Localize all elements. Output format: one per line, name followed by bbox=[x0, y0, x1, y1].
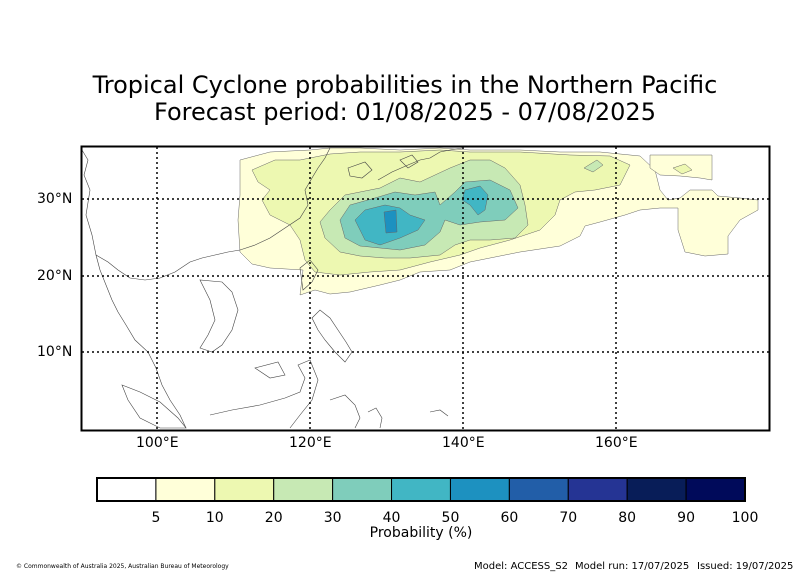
colorbar-tick-label: 10 bbox=[205, 510, 224, 526]
model-run-date: Model run: 17/07/2025 bbox=[575, 561, 690, 572]
lat-label-30n: 30°N bbox=[37, 191, 73, 207]
lon-label-140e: 140°E bbox=[442, 435, 485, 451]
gridlines bbox=[82, 147, 769, 430]
colorbar bbox=[96, 477, 746, 502]
lon-label-100e: 100°E bbox=[136, 435, 179, 451]
colorbar-swatch bbox=[449, 477, 510, 502]
colorbar-swatch bbox=[685, 477, 746, 502]
colorbar-swatch bbox=[214, 477, 275, 502]
colorbar-tick-label: 80 bbox=[618, 510, 637, 526]
contour-40-50-east bbox=[461, 185, 489, 216]
issued-date: Issued: 19/07/2025 bbox=[697, 561, 794, 572]
model-name: Model: ACCESS_S2 bbox=[474, 561, 568, 572]
colorbar-swatch bbox=[155, 477, 216, 502]
colorbar-tick-label: 100 bbox=[731, 510, 759, 526]
copyright-notice: © Commonwealth of Australia 2025, Austra… bbox=[16, 563, 229, 570]
colorbar-swatch bbox=[332, 477, 393, 502]
lat-label-20n: 20°N bbox=[37, 268, 73, 284]
lon-label-120e: 120°E bbox=[289, 435, 332, 451]
colorbar-tick-label: 30 bbox=[323, 510, 342, 526]
coastlines bbox=[81, 147, 463, 429]
contour-50-60 bbox=[383, 209, 398, 234]
lat-label-10n: 10°N bbox=[37, 344, 73, 360]
colorbar-swatch bbox=[96, 477, 157, 502]
colorbar-swatch bbox=[391, 477, 451, 502]
forecast-period: Forecast period: 01/08/2025 - 07/08/2025 bbox=[154, 98, 656, 126]
map-title: Tropical Cyclone probabilities in the No… bbox=[92, 71, 718, 99]
contour-20-30-north bbox=[583, 159, 604, 173]
colorbar-title: Probability (%) bbox=[369, 525, 473, 541]
colorbar-frame bbox=[96, 477, 746, 502]
colorbar-tick-label: 5 bbox=[151, 510, 161, 526]
probability-contours bbox=[237, 147, 759, 296]
colorbar-swatch bbox=[273, 477, 334, 502]
contour-10-20-north bbox=[672, 163, 693, 175]
colorbar-tick-label: 60 bbox=[500, 510, 519, 526]
colorbar-tick-label: 50 bbox=[441, 510, 460, 526]
map-frame bbox=[80, 145, 771, 432]
colorbar-tick-label: 70 bbox=[559, 510, 578, 526]
colorbar-swatch bbox=[567, 477, 628, 502]
colorbar-swatch bbox=[508, 477, 569, 502]
colorbar-tick-label: 20 bbox=[264, 510, 283, 526]
colorbar-tick-label: 40 bbox=[382, 510, 401, 526]
lon-label-160e: 160°E bbox=[595, 435, 638, 451]
colorbar-tick-label: 90 bbox=[677, 510, 695, 526]
colorbar-swatch bbox=[626, 477, 687, 502]
